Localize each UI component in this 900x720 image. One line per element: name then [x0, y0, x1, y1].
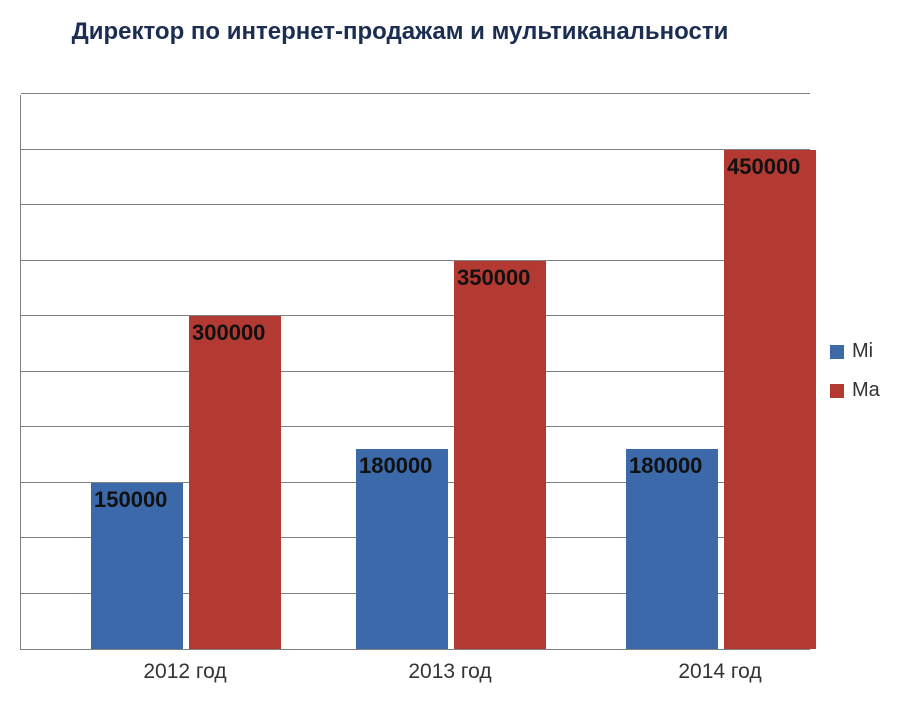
bar: 180000 [626, 449, 718, 649]
bar: 300000 [189, 316, 281, 649]
legend-label: Ma [852, 379, 880, 402]
bar: 150000 [91, 483, 183, 650]
bar-value-label: 150000 [94, 487, 167, 513]
bar-value-label: 350000 [457, 265, 530, 291]
bar-value-label: 180000 [359, 453, 432, 479]
gridline [21, 93, 810, 94]
bar: 180000 [356, 449, 448, 649]
gridline [21, 260, 810, 261]
gridline [21, 315, 810, 316]
bar: 450000 [724, 150, 816, 650]
legend-label: Mi [852, 340, 873, 363]
legend-item: Ma [830, 379, 880, 402]
bar: 350000 [454, 261, 546, 650]
legend-item: Mi [830, 340, 880, 363]
legend-swatch [830, 345, 844, 359]
bar-value-label: 180000 [629, 453, 702, 479]
bar-value-label: 300000 [192, 320, 265, 346]
legend: Mi Ma [830, 340, 880, 418]
chart-title: Директор по интернет-продажам и мультика… [0, 18, 800, 46]
x-axis-label: 2012 год [85, 660, 285, 684]
gridline [21, 149, 810, 150]
gridline [21, 426, 810, 427]
plot-area: 150000 300000 180000 350000 180000 450000 [20, 95, 810, 650]
gridline [21, 204, 810, 205]
legend-swatch [830, 384, 844, 398]
bar-value-label: 450000 [727, 154, 800, 180]
x-axis-label: 2014 год [620, 660, 820, 684]
x-axis-label: 2013 год [350, 660, 550, 684]
gridline [21, 371, 810, 372]
